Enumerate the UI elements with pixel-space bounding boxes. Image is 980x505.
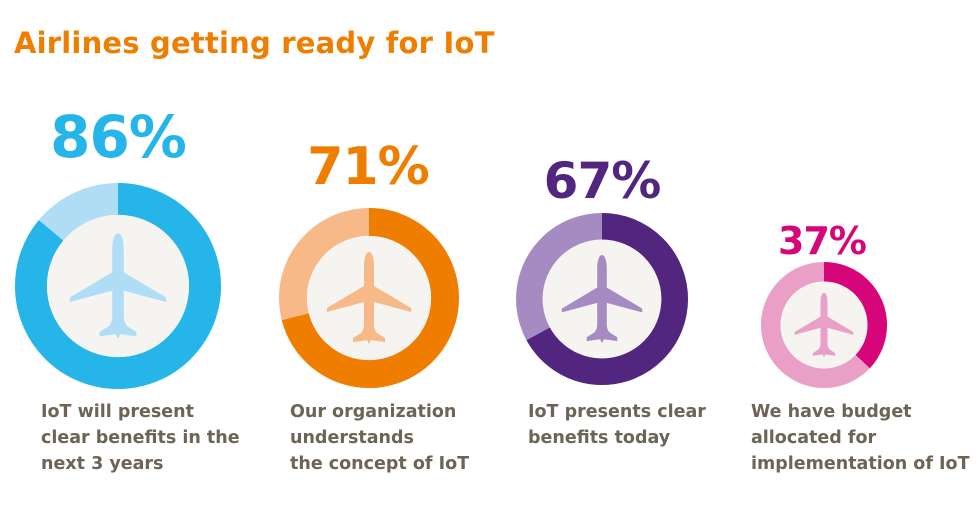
caption-3-line-2: benefits today [528, 428, 671, 448]
caption-2-line-1: Our organization [290, 402, 457, 422]
caption-2-line-2: understands [290, 428, 414, 448]
caption-1: IoT will present clear benefits in the n… [41, 399, 240, 477]
caption-1-line-3: next 3 years [41, 454, 164, 474]
caption-4-line-1: We have budget [751, 402, 912, 422]
airplane-icon [561, 254, 643, 344]
caption-4: We have budget allocated for implementat… [751, 399, 970, 477]
caption-2: Our organization understands the concept… [290, 399, 469, 477]
caption-3-line-1: IoT presents clear [528, 402, 706, 422]
caption-1-line-1: IoT will present [41, 402, 194, 422]
page-title: Airlines getting ready for IoT [14, 26, 495, 60]
donut-value-segment [760, 261, 888, 389]
percent-label-3: 67% [543, 152, 662, 210]
caption-4-line-3: implementation of IoT [751, 454, 970, 474]
donut-chart-2 [278, 207, 460, 389]
donut-value-segment [14, 182, 222, 390]
percent-label-2: 71% [307, 137, 429, 197]
percent-label-1: 86% [50, 103, 187, 171]
airplane-icon [326, 251, 412, 345]
donut-chart-3 [516, 213, 688, 385]
percent-label-4: 37% [778, 219, 867, 263]
donut-value-segment [516, 213, 688, 385]
caption-1-line-2: clear benefits in the [41, 428, 240, 448]
airplane-icon [794, 292, 854, 358]
donut-chart-4 [760, 261, 888, 389]
caption-4-line-2: allocated for [751, 428, 877, 448]
donut-chart-1 [14, 182, 222, 390]
donut-value-segment [278, 207, 460, 389]
caption-3: IoT presents clear benefits today [528, 399, 706, 451]
airplane-icon [69, 233, 167, 339]
caption-2-line-3: the concept of IoT [290, 454, 470, 474]
